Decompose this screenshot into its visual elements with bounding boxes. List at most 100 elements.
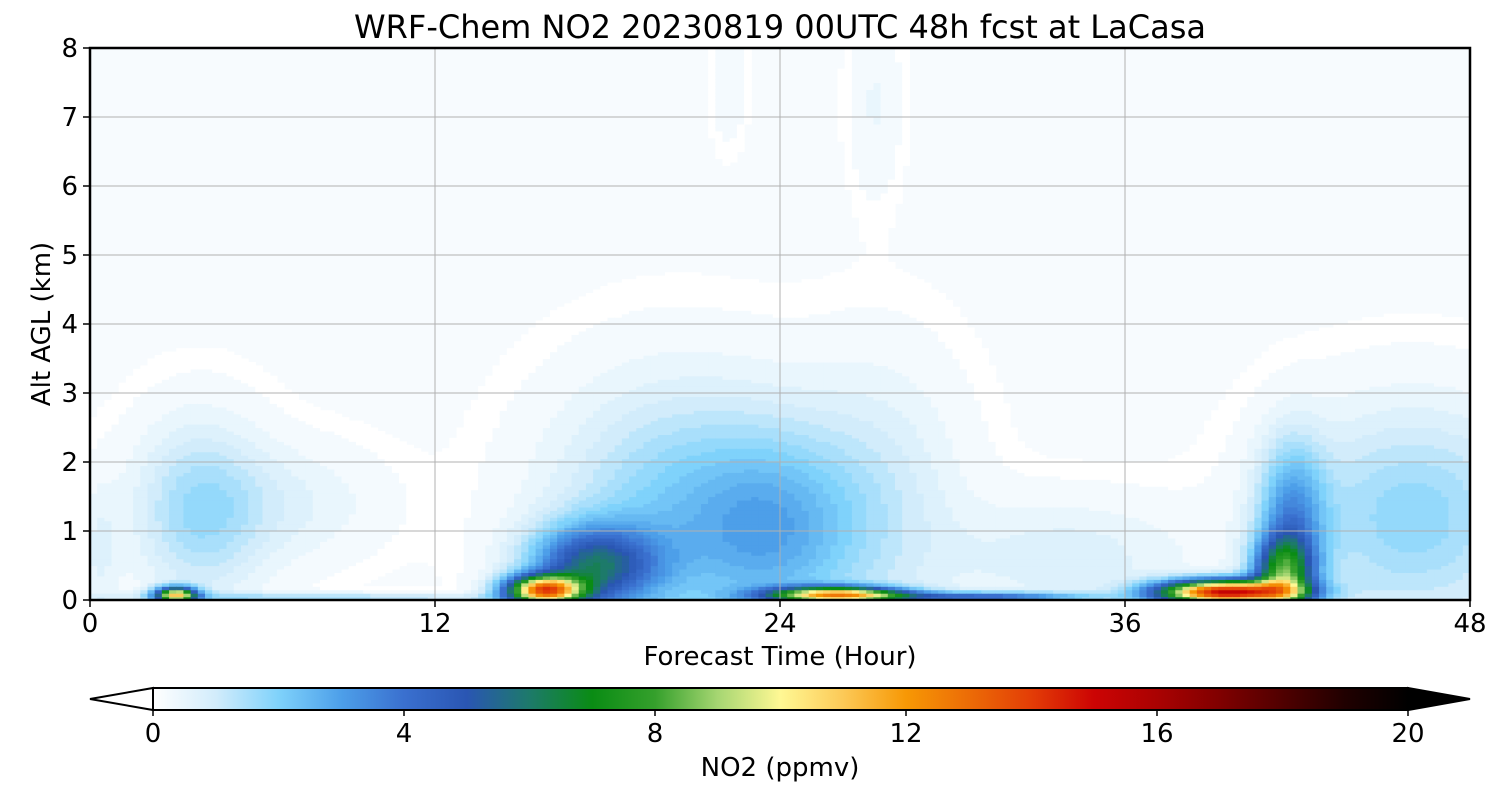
contour-cell <box>420 544 429 549</box>
contour-cell <box>621 279 630 284</box>
contour-cell <box>578 417 587 422</box>
contour-cell <box>557 351 565 356</box>
contour-cell <box>542 379 551 384</box>
contour-cell <box>169 465 177 470</box>
contour-cell <box>334 565 343 570</box>
contour-cell <box>104 562 113 567</box>
contour-cell <box>578 361 587 366</box>
contour-cell <box>219 379 228 384</box>
contour-cell <box>506 579 515 584</box>
contour-cell <box>607 434 616 439</box>
contour-cell <box>183 455 192 460</box>
contour-cell <box>607 389 616 394</box>
contour-cell <box>600 531 609 536</box>
contour-cell <box>205 565 213 570</box>
contour-cell <box>240 455 249 460</box>
contour-cell <box>391 551 400 556</box>
contour-cell <box>621 468 630 473</box>
contour-cell <box>312 586 321 591</box>
contour-cell <box>205 506 213 511</box>
contour-cell <box>291 555 300 560</box>
contour-cell <box>499 482 508 487</box>
contour-cell <box>183 531 192 536</box>
contour-cell <box>140 582 149 587</box>
contour-cell <box>456 437 465 442</box>
contour-cell <box>593 417 601 422</box>
contour-cell <box>104 410 113 415</box>
contour-cell <box>212 499 220 504</box>
contour-cell <box>97 568 105 573</box>
contour-cell <box>542 403 551 408</box>
contour-cell <box>542 444 551 449</box>
contour-cell <box>557 341 565 346</box>
contour-cell <box>219 475 228 480</box>
contour-cell <box>233 541 242 546</box>
contour-cell <box>585 520 594 525</box>
contour-cell <box>621 510 630 515</box>
contour-cell <box>111 424 120 429</box>
contour-cell <box>449 589 458 594</box>
contour-cell <box>90 520 98 525</box>
contour-cell <box>363 441 371 446</box>
contour-cell <box>197 524 206 529</box>
contour-cell <box>564 596 573 600</box>
contour-cell <box>593 427 601 432</box>
contour-cell <box>600 410 609 415</box>
contour-cell <box>492 465 501 470</box>
contour-cell <box>593 334 601 339</box>
contour-cell <box>557 386 565 391</box>
contour-cell <box>607 458 616 463</box>
contour-cell <box>312 520 321 525</box>
contour-cell <box>629 417 637 422</box>
contour-cell <box>161 451 170 456</box>
contour-cell <box>550 458 558 463</box>
contour-cell <box>593 341 601 346</box>
contour-cell <box>147 479 156 484</box>
contour-cell <box>226 386 235 391</box>
contour-cell <box>161 368 170 373</box>
contour-cell <box>578 565 587 570</box>
contour-cell <box>514 444 522 449</box>
contour-cell <box>578 582 587 587</box>
contour-cell <box>550 386 558 391</box>
contour-cell <box>514 403 522 408</box>
contour-cell <box>176 544 185 549</box>
contour-cell <box>269 496 278 501</box>
contour-cell <box>557 399 565 404</box>
contour-cell <box>442 593 450 598</box>
contour-cell <box>125 437 134 442</box>
contour-cell <box>190 375 199 380</box>
contour-cell <box>355 482 364 487</box>
contour-cell <box>485 499 494 504</box>
contour-cell <box>621 575 630 580</box>
contour-cell <box>499 499 508 504</box>
contour-cell <box>614 396 623 401</box>
contour-cell <box>147 358 156 363</box>
contour-cell <box>406 520 415 525</box>
contour-cell <box>133 596 141 600</box>
contour-cell <box>485 472 494 477</box>
contour-cell <box>485 375 494 380</box>
contour-cell <box>614 596 623 600</box>
contour-cell <box>600 568 609 573</box>
contour-cell <box>219 510 228 515</box>
contour-cell <box>542 427 551 432</box>
contour-cell <box>600 524 609 529</box>
contour-cell <box>585 355 594 360</box>
contour-cell <box>550 527 558 532</box>
contour-cell <box>391 458 400 463</box>
contour-cell <box>499 375 508 380</box>
contour-cell <box>262 486 271 491</box>
contour-cell <box>154 531 163 536</box>
contour-cell <box>111 534 120 539</box>
contour-cell <box>449 465 458 470</box>
contour-cell <box>248 386 256 391</box>
contour-cell <box>183 589 192 594</box>
contour-cell <box>233 430 242 435</box>
contour-cell <box>140 393 149 398</box>
contour-cell <box>449 541 458 546</box>
contour-cell <box>226 568 235 573</box>
contour-cell <box>571 372 580 377</box>
contour-cell <box>276 444 285 449</box>
contour-cell <box>542 406 551 411</box>
